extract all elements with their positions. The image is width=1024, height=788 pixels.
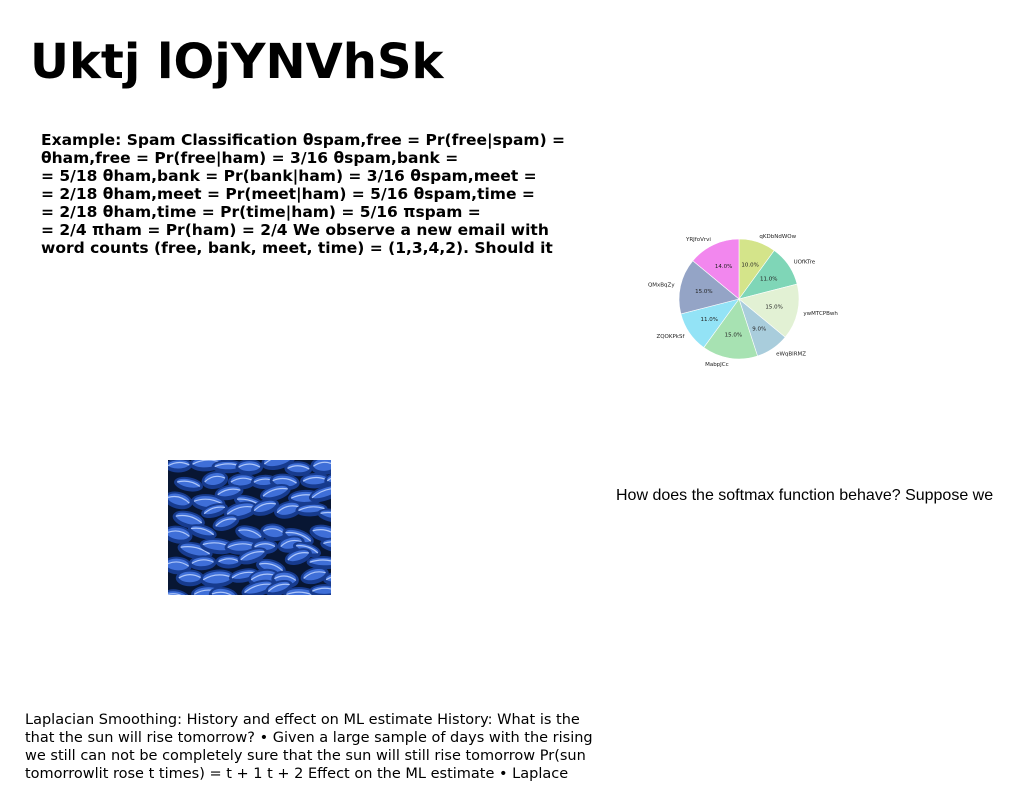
- pie-pct-label: 15.0%: [765, 305, 782, 311]
- text-line: = 2/18 θham,time = Pr(time|ham) = 5/16 π…: [41, 203, 481, 221]
- mushroom-cap: [309, 524, 331, 543]
- mushroom-cap: [187, 524, 217, 540]
- pie-pct-label: 10.0%: [741, 263, 758, 269]
- pie-chart-svg: 10.0% qKDbNdWOw 11.0% UOfKTre 15.0% ywMTCPBwh…: [648, 234, 838, 368]
- pie-category-label: ywMTCPBwh: [803, 311, 838, 317]
- mushroom-cap: [324, 471, 331, 487]
- text-line: tomorrowlit rose t times) = t + 1 t + 2 …: [25, 766, 569, 782]
- text-line: = 5/18 θham,bank = Pr(bank|ham) = 3/16 θ…: [41, 167, 537, 185]
- pie-chart: 10.0% qKDbNdWOw 11.0% UOfKTre 15.0% ywMTCPBwh…: [640, 200, 840, 400]
- mushroom-cap: [235, 525, 265, 543]
- pie-slice-ywMTCPBwh: [738, 283, 800, 338]
- pie-category-label: MabpJCc: [705, 362, 729, 368]
- text-line: that the sun will rise tomorrow? • Given…: [25, 730, 593, 746]
- pie-pct-label: 11.0%: [700, 317, 717, 323]
- pie-slice-QMxBqZy: [678, 260, 740, 315]
- pie-pct-label: 14.0%: [715, 264, 732, 270]
- mushroom-cap: [259, 484, 291, 502]
- mushroom-cap: [224, 539, 259, 555]
- pie-category-label: UOfKTre: [794, 260, 816, 266]
- mushroom-cap: [284, 548, 312, 566]
- mushroom-cap: [317, 508, 331, 523]
- pie-category-label: YRJfoVrvi: [685, 237, 711, 243]
- pie-pct-label: 11.0%: [760, 277, 777, 283]
- text-line: word counts (free, bank, meet, time) = (…: [41, 239, 553, 257]
- mushroom-image: [168, 460, 331, 595]
- mushroom-cap: [168, 525, 193, 544]
- mushroom-cap: [251, 498, 279, 516]
- mushroom-cap: [300, 567, 329, 585]
- mushroom-cap: [320, 537, 331, 552]
- mushroom-cap: [168, 589, 191, 595]
- mushroom-cap: [308, 484, 331, 502]
- text-line: = 2/4 πham = Pr(ham) = 2/4 We observe a …: [41, 221, 549, 239]
- pie-pct-label: 15.0%: [725, 332, 742, 338]
- mushroom-cap: [295, 502, 328, 517]
- spam-classification-text: Example: Spam Classification θspam,free …: [41, 131, 601, 257]
- text-line: Laplacian Smoothing: History and effect …: [25, 712, 580, 728]
- pie-slice-MabpJCc: [703, 298, 758, 360]
- mushroom-cap: [215, 554, 243, 569]
- mushroom-cap: [323, 570, 331, 586]
- text-line: we still can not be completely sure that…: [25, 748, 586, 764]
- laplacian-smoothing-text: Laplacian Smoothing: History and effect …: [25, 711, 593, 783]
- mushroom-photo: [168, 460, 331, 595]
- mushroom-cap: [168, 491, 193, 510]
- mushroom-cap: [188, 555, 217, 571]
- mushroom-cap: [235, 460, 264, 476]
- pie-category-label: eWqBlRMZ: [776, 351, 806, 357]
- text-line: θham,free = Pr(free|ham) = 3/16 θspam,ba…: [41, 149, 459, 167]
- mushroom-cap: [208, 586, 239, 595]
- mushroom-cap: [201, 471, 229, 490]
- mushroom-cap: [211, 460, 245, 474]
- mushroom-cap: [260, 523, 288, 542]
- softmax-text: How does the softmax function behave? Su…: [616, 487, 994, 504]
- pie-slice-YRJfoVrvi: [692, 238, 740, 300]
- slide-title: Uktj lOjYNVhSk: [30, 34, 444, 90]
- mushroom-cap: [310, 460, 331, 475]
- mushroom-cap: [274, 500, 303, 519]
- mushroom-cap: [306, 556, 331, 570]
- mushroom-cap: [284, 461, 313, 477]
- mushroom-cap: [174, 476, 204, 492]
- pie-category-label: ZQOKPkSf: [656, 334, 685, 340]
- mushroom-cap: [175, 569, 205, 587]
- mushroom-cap: [201, 503, 228, 519]
- mushroom-cap: [309, 584, 331, 595]
- pie-category-label: qKDbNdWOw: [759, 234, 796, 240]
- pie-pct-label: 9.0%: [752, 327, 766, 333]
- pie-category-label: QMxBqZy: [648, 282, 675, 288]
- mushroom-cap: [168, 460, 193, 473]
- text-line: Example: Spam Classification θspam,free …: [41, 131, 566, 149]
- pie-pct-label: 15.0%: [695, 289, 712, 295]
- mushroom-cap: [212, 514, 240, 531]
- text-line: = 2/18 θham,meet = Pr(meet|ham) = 5/16 θ…: [41, 185, 535, 203]
- mushroom-cap: [168, 556, 192, 575]
